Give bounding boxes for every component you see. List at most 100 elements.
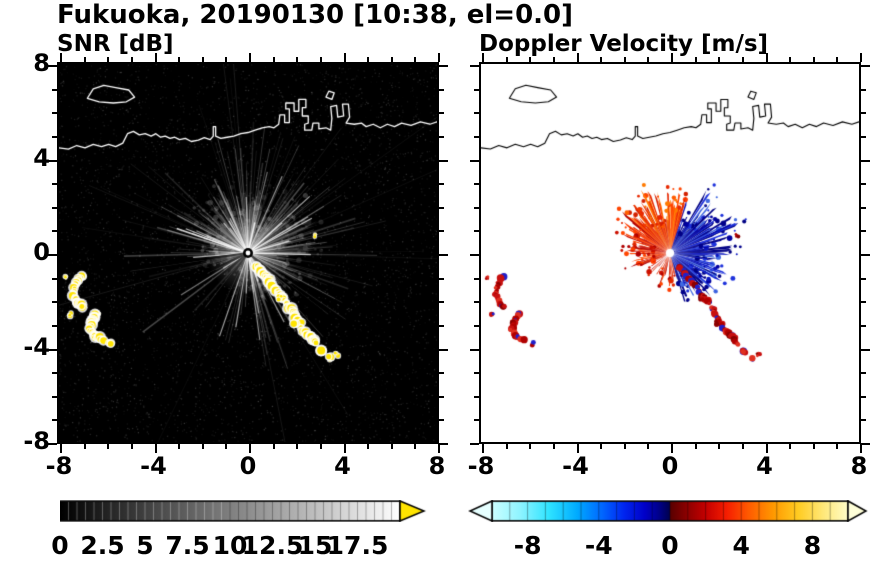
axis-tick — [439, 183, 444, 186]
axis-tick — [474, 88, 479, 91]
axis-tick — [741, 444, 744, 449]
snr-colorbar-label: 5 — [136, 531, 154, 560]
snr-colorbar-label: 15 — [297, 531, 333, 560]
axis-tick — [861, 254, 870, 256]
axis-tick — [694, 444, 697, 449]
axis-tick — [52, 88, 57, 91]
x-tick-label: -4 — [140, 452, 167, 480]
axis-tick — [861, 443, 870, 445]
axis-tick — [439, 254, 448, 256]
axis-tick — [474, 135, 479, 138]
axis-tick — [474, 183, 479, 186]
axis-tick — [439, 395, 444, 398]
axis-tick — [474, 277, 479, 280]
axis-tick — [367, 444, 370, 449]
snr-colorbar-label: 2.5 — [80, 531, 125, 560]
doppler-colorbar-label: -8 — [513, 531, 542, 560]
axis-tick — [52, 419, 57, 422]
axis-tick — [83, 444, 86, 449]
snr-plot-canvas — [59, 64, 437, 442]
axis-tick — [600, 57, 603, 62]
axis-tick — [647, 57, 650, 62]
axis-tick — [623, 444, 626, 449]
axis-tick — [860, 53, 862, 62]
x-tick-label: 4 — [334, 452, 351, 480]
axis-tick — [414, 57, 417, 62]
axis-tick — [647, 444, 650, 449]
axis-tick — [438, 53, 440, 62]
axis-tick — [48, 159, 57, 162]
snr-colorbar-label: 12.5 — [241, 531, 304, 560]
axis-tick — [529, 444, 532, 449]
axis-tick — [482, 53, 484, 62]
axis-tick — [272, 57, 275, 62]
axis-tick — [48, 254, 57, 256]
axis-tick — [52, 395, 57, 398]
axis-tick — [671, 444, 673, 453]
axis-tick — [367, 57, 370, 62]
axis-tick — [600, 444, 603, 449]
axis-tick — [861, 230, 866, 233]
axis-tick — [390, 444, 393, 449]
axis-tick — [836, 444, 839, 449]
axis-tick — [439, 419, 444, 422]
axis-tick — [576, 444, 579, 453]
axis-tick — [529, 57, 532, 62]
axis-tick — [474, 372, 479, 375]
axis-tick — [439, 65, 448, 67]
axis-tick — [52, 135, 57, 138]
axis-tick — [470, 443, 479, 445]
axis-tick — [470, 254, 479, 256]
axis-tick — [861, 301, 866, 304]
axis-tick — [60, 444, 62, 453]
axis-tick — [178, 444, 181, 449]
axis-tick — [439, 277, 444, 280]
x-tick-label: 4 — [756, 452, 773, 480]
axis-tick — [201, 57, 204, 62]
doppler-colorbar-label: 0 — [661, 531, 679, 560]
axis-tick — [552, 444, 555, 449]
axis-tick — [765, 444, 768, 453]
axis-tick — [789, 57, 792, 62]
axis-tick — [343, 444, 346, 453]
axis-tick — [474, 301, 479, 304]
x-tick-label: -8 — [45, 452, 73, 480]
y-tick-label: -8 — [23, 427, 50, 455]
snr-colorbar-label: 7.5 — [165, 531, 210, 560]
axis-tick — [414, 444, 417, 449]
axis-tick — [861, 88, 866, 91]
axis-tick — [249, 444, 251, 453]
y-tick-label: 4 — [33, 143, 50, 172]
x-tick-label: 8 — [850, 452, 868, 480]
axis-tick — [52, 277, 57, 280]
axis-tick — [470, 159, 479, 162]
axis-tick — [319, 57, 322, 62]
axis-tick — [130, 444, 133, 449]
axis-tick — [439, 159, 448, 162]
axis-tick — [439, 206, 444, 209]
doppler-panel — [470, 53, 870, 453]
axis-tick — [107, 444, 110, 449]
axis-tick — [296, 444, 299, 449]
axis-tick — [225, 444, 228, 449]
y-tick-label: -4 — [23, 332, 50, 361]
axis-tick — [48, 348, 57, 351]
snr-panel — [48, 53, 448, 453]
axis-tick — [860, 444, 862, 453]
x-tick-label: -4 — [562, 452, 589, 480]
axis-tick — [861, 183, 866, 186]
axis-tick — [861, 135, 866, 138]
axis-tick — [576, 53, 579, 62]
axis-tick — [52, 112, 57, 115]
axis-tick — [439, 348, 448, 351]
axis-tick — [48, 65, 57, 67]
axis-tick — [812, 57, 815, 62]
doppler-colorbar-label: 4 — [732, 531, 750, 560]
axis-tick — [343, 53, 346, 62]
doppler-colorbar — [468, 500, 868, 522]
axis-tick — [296, 57, 299, 62]
axis-tick — [439, 135, 444, 138]
x-tick-label: 8 — [428, 452, 446, 480]
axis-tick — [48, 443, 57, 445]
